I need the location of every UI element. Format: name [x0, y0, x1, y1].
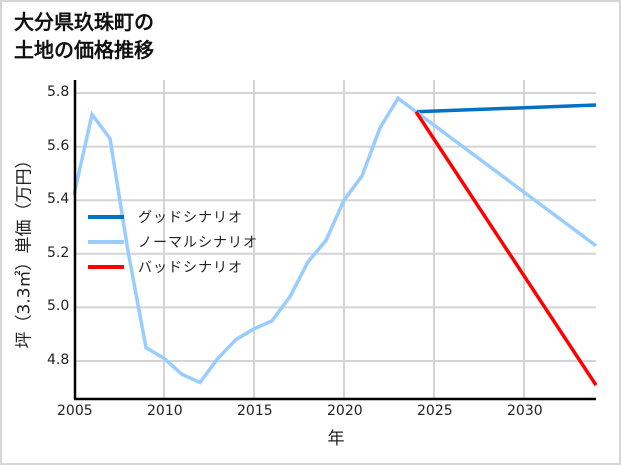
x-tick-label: 2015 — [237, 403, 273, 419]
y-axis-label: 坪（3.3㎡）単価（万円） — [14, 151, 35, 349]
title-line-2: 土地の価格推移 — [14, 38, 154, 62]
series-line — [414, 110, 598, 387]
x-tick-label: 2010 — [147, 403, 183, 419]
y-tick-label: 5.6 — [47, 137, 70, 154]
x-tick-label: 2030 — [507, 403, 543, 419]
legend-label: バッドシナリオ — [138, 259, 243, 276]
y-tick-label: 5.0 — [47, 298, 70, 315]
x-tick-label: 2025 — [417, 403, 453, 419]
legend-swatch — [88, 214, 124, 219]
x-tick-label: 2005 — [57, 403, 93, 419]
y-tick-label: 5.8 — [47, 84, 70, 100]
x-tick-label: 2020 — [327, 403, 363, 419]
y-tick-label: 4.8 — [47, 352, 70, 368]
legend-label: グッドシナリオ — [138, 209, 243, 226]
y-tick-label: 5.4 — [47, 191, 70, 208]
legend-swatch — [88, 239, 124, 244]
legend-item: グッドシナリオ — [88, 204, 258, 229]
title-line-1: 大分県玖珠町の — [14, 10, 154, 34]
legend-swatch — [88, 264, 124, 269]
y-tick-label: 5.2 — [47, 244, 70, 261]
chart-title: 大分県玖珠町の 土地の価格推移 — [14, 8, 154, 64]
series-line — [415, 103, 597, 114]
legend: グッドシナリオ ノーマルシナリオ バッドシナリオ — [88, 204, 258, 279]
x-axis-label: 年 — [327, 429, 345, 449]
series-line — [72, 95, 598, 385]
legend-label: ノーマルシナリオ — [138, 234, 258, 251]
legend-item: ノーマルシナリオ — [88, 229, 258, 254]
legend-item: バッドシナリオ — [88, 254, 258, 279]
